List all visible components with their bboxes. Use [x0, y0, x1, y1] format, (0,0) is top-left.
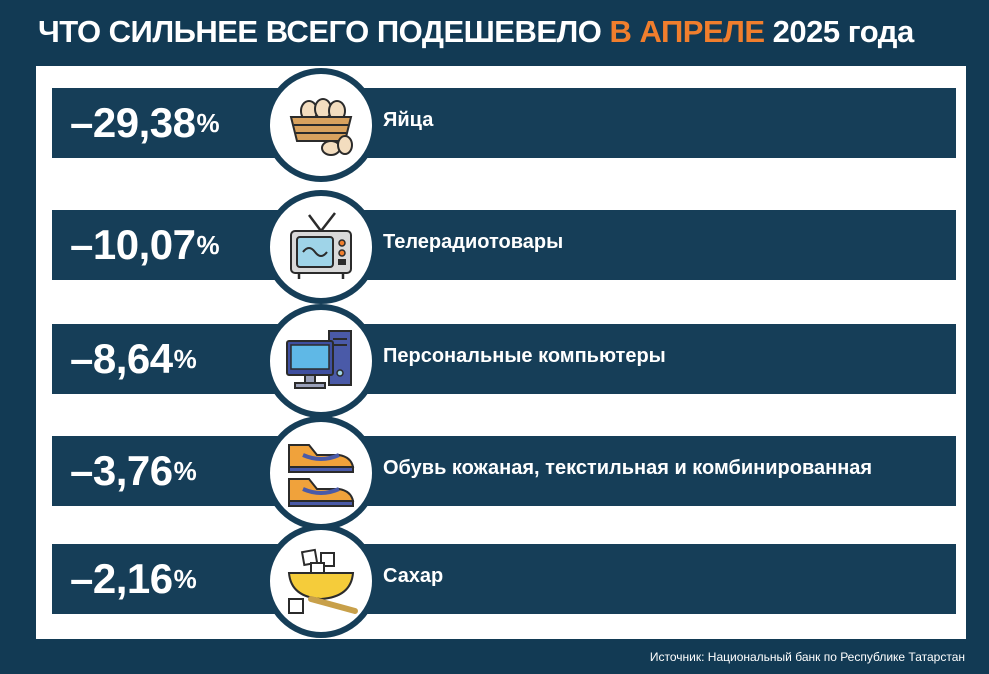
data-value: –10,07% [70, 210, 220, 280]
title-accent: В АПРЕЛЕ [609, 14, 766, 49]
category-label: Сахар [383, 564, 444, 587]
title-end: 2025 года [764, 14, 915, 49]
data-value: –8,64% [70, 324, 197, 394]
tv-icon [264, 190, 378, 304]
title-start: ЧТО СИЛЬНЕЕ ВСЕГО ПОДЕШЕВЕЛО [38, 14, 610, 49]
value-number: –10,07 [70, 221, 196, 268]
category-label: Персональные компьютеры [383, 344, 666, 367]
data-value: –2,16% [70, 544, 197, 614]
content-panel: –29,38% Яйца –10,07% [36, 66, 966, 639]
percent-sign: % [196, 229, 220, 260]
category-label: Телерадиотовары [383, 230, 564, 253]
percent-sign: % [173, 455, 197, 486]
computer-icon [264, 304, 378, 418]
page-title: ЧТО СИЛЬНЕЕ ВСЕГО ПОДЕШЕВЕЛО В АПРЕЛЕ 20… [38, 14, 914, 50]
category-label: Яйца [383, 108, 434, 131]
percent-sign: % [173, 343, 197, 374]
table-row: –3,76% Обувь кожаная, текстильная и комб… [52, 416, 956, 530]
value-number: –29,38 [70, 99, 196, 146]
value-number: –3,76 [70, 447, 173, 494]
value-number: –8,64 [70, 335, 173, 382]
source-note: Источник: Национальный банк по Республик… [649, 650, 965, 664]
eggs-basket-icon [264, 68, 378, 182]
percent-sign: % [196, 107, 220, 138]
data-value: –3,76% [70, 436, 197, 506]
category-label: Обувь кожаная, текстильная и комбинирова… [383, 456, 873, 479]
value-number: –2,16 [70, 555, 173, 602]
table-row: –10,07% Телерадиотовары [52, 190, 956, 304]
data-value: –29,38% [70, 88, 220, 158]
shoes-icon [264, 416, 378, 530]
table-row: –29,38% Яйца [52, 68, 956, 182]
table-row: –8,64% Персональные компьютеры [52, 304, 956, 418]
percent-sign: % [173, 563, 197, 594]
table-row: –2,16% Сахар [52, 524, 956, 638]
sugar-icon [264, 524, 378, 638]
